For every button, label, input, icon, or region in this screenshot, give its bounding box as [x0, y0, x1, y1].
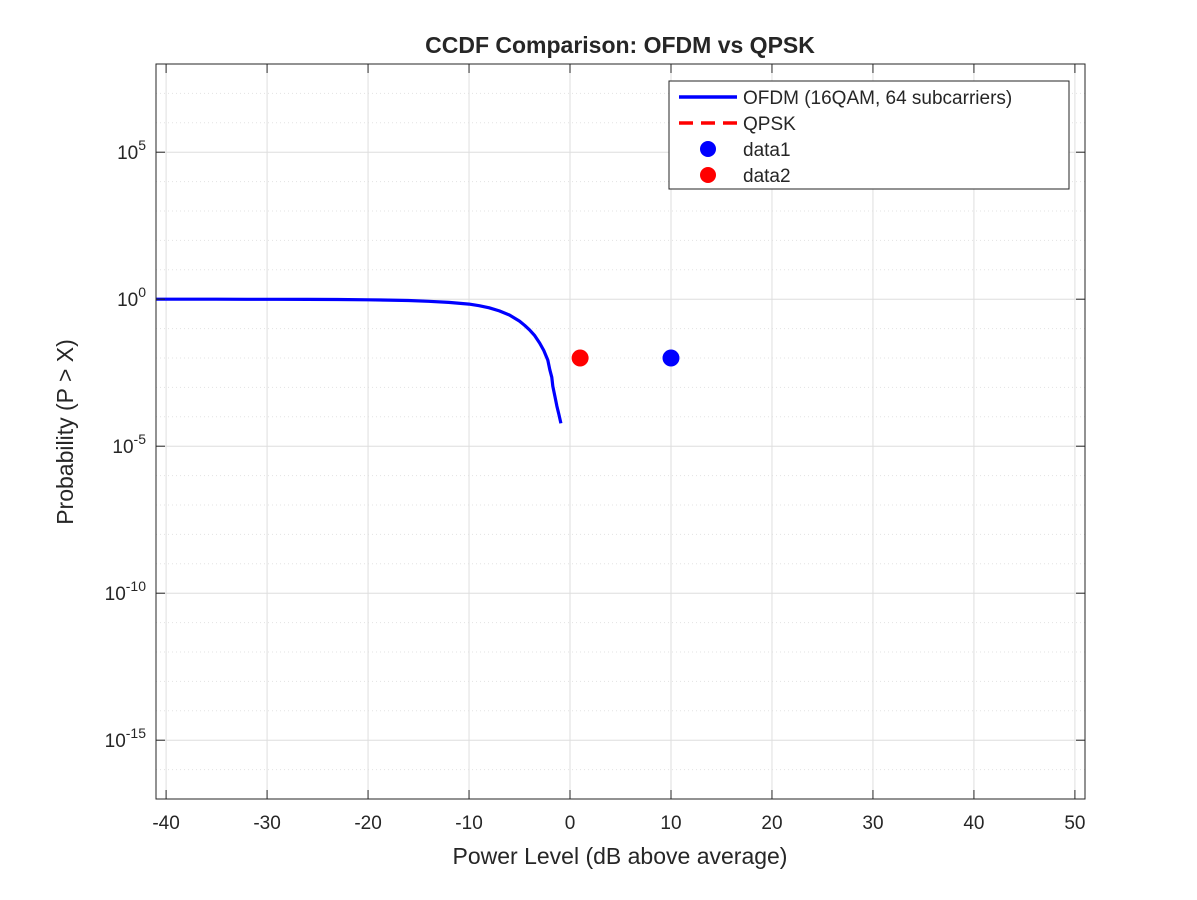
plot-frame	[155, 63, 1086, 800]
x-tick-label: -20	[354, 813, 381, 834]
x-tick-label: 40	[963, 813, 984, 834]
x-tick-label: -30	[253, 813, 280, 834]
x-tick-labels: -40 -30 -20 -10 0 10 20 30 40 50	[152, 813, 1085, 834]
x-tick-label: 50	[1064, 813, 1085, 834]
x-axis-label: Power Level (dB above average)	[453, 843, 788, 869]
y-tick-label: 10-5	[112, 431, 146, 458]
legend-label-data1: data1	[743, 140, 791, 161]
legend-swatch-data1	[700, 141, 716, 157]
series-line-0	[156, 297, 563, 424]
y-tick-labels: 10-15 10-10 10-5 100 105	[105, 137, 147, 752]
legend-label-qpsk: QPSK	[743, 114, 796, 135]
y-tick-label: 105	[117, 137, 146, 164]
legend-swatch-data2	[700, 167, 716, 183]
series-marker-3	[571, 349, 589, 367]
series-layer	[156, 297, 680, 424]
y-axis-label: Probability (P > X)	[52, 339, 78, 525]
axis-ticks	[156, 64, 1085, 799]
x-tick-label: 0	[565, 813, 576, 834]
x-tick-label: 20	[761, 813, 782, 834]
series-marker-2	[662, 349, 680, 367]
legend: OFDM (16QAM, 64 subcarriers) QPSK data1 …	[668, 80, 1070, 190]
x-tick-label: 30	[862, 813, 883, 834]
legend-label-ofdm: OFDM (16QAM, 64 subcarriers)	[743, 88, 1012, 109]
legend-label-data2: data2	[743, 166, 791, 187]
legend-box	[668, 80, 1070, 190]
x-tick-label: 10	[660, 813, 681, 834]
chart-title: CCDF Comparison: OFDM vs QPSK	[425, 32, 815, 58]
y-tick-label: 100	[117, 284, 146, 311]
y-tick-label: 10-10	[105, 578, 147, 605]
x-tick-label: -40	[152, 813, 179, 834]
x-tick-label: -10	[455, 813, 482, 834]
y-tick-label: 10-15	[105, 725, 147, 752]
